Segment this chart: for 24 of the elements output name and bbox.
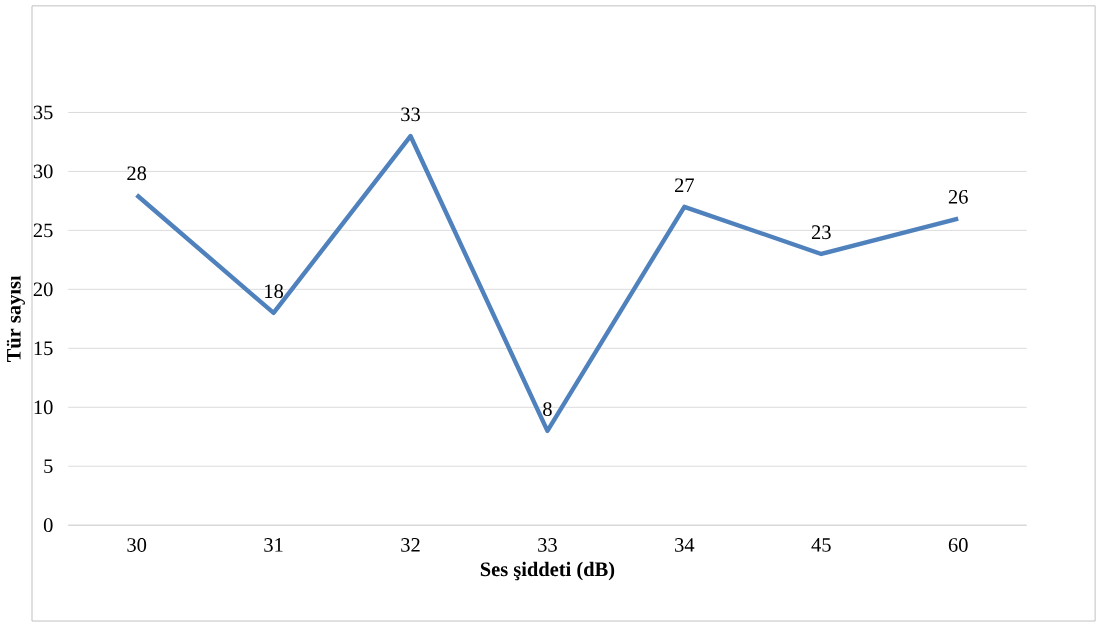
data-label: 27 <box>675 178 694 192</box>
data-label: 23 <box>811 225 831 240</box>
y-tick-label: 15 <box>34 341 53 356</box>
x-tick-label: 33 <box>538 538 557 552</box>
x-tick-label: 60 <box>948 538 968 552</box>
y-tick-label: 5 <box>44 459 53 474</box>
data-label: 26 <box>948 190 968 204</box>
x-tick-label: 45 <box>811 538 831 552</box>
data-label: 18 <box>265 284 284 299</box>
data-label: 28 <box>127 166 147 181</box>
x-tick-label: 31 <box>264 538 283 552</box>
data-label: 33 <box>401 107 420 122</box>
y-tick-label: 10 <box>34 400 53 415</box>
data-label: 8 <box>543 402 552 417</box>
y-tick-label: 25 <box>33 223 53 238</box>
x-tick-label: 30 <box>127 538 147 552</box>
x-tick-label: 34 <box>675 538 695 552</box>
y-tick-label: 30 <box>33 164 53 179</box>
x-axis-title: Ses şiddeti (dB) <box>480 561 615 581</box>
x-tick-label: 32 <box>401 538 420 552</box>
y-tick-label: 0 <box>43 518 53 533</box>
y-tick-label: 35 <box>33 105 53 120</box>
y-axis-title: Tür sayısı <box>6 275 25 363</box>
y-tick-label: 20 <box>33 282 53 297</box>
